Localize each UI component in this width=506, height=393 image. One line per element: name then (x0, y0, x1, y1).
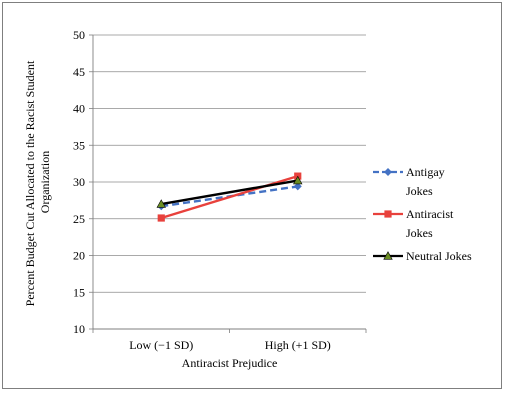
legend: Antigay Jokes Antiracist Jokes Neutral Jokes (373, 165, 472, 263)
legend-label: Antiracist (406, 207, 454, 221)
y-tick-labels: 10 15 20 25 30 35 40 45 50 (73, 28, 85, 336)
chart-frame (2, 2, 502, 389)
y-tick-label: 25 (73, 212, 85, 226)
y-axis-title: Percent Budget Cut Allocated to the Raci… (23, 58, 52, 307)
legend-label: Neutral Jokes (406, 249, 472, 263)
legend-label: Jokes (406, 226, 433, 240)
legend-label: Antigay (406, 165, 445, 179)
data-point (157, 214, 165, 222)
series-line-1 (160, 174, 299, 220)
legend-label: Jokes (406, 184, 433, 198)
x-category-label: Low (−1 SD) (129, 338, 193, 352)
y-tick-label: 30 (73, 175, 85, 189)
y-tick-label: 15 (73, 285, 85, 299)
data-point (293, 175, 303, 185)
legend-marker (383, 251, 393, 260)
y-axis-title-line-1: Percent Budget Cut Allocated to the Raci… (23, 60, 37, 306)
data-point (293, 182, 302, 191)
legend-marker (384, 210, 392, 218)
legend-marker (384, 168, 392, 176)
y-tick-label: 50 (73, 28, 85, 42)
y-tick-label: 40 (73, 102, 85, 116)
series-lines (156, 172, 303, 222)
data-point (156, 199, 166, 208)
y-tick-label: 10 (73, 322, 85, 336)
y-tick-label: 20 (73, 249, 85, 263)
y-axis-title-line-2: Organization (38, 151, 52, 213)
y-tick-label: 45 (73, 65, 85, 79)
series-line-2 (161, 179, 298, 206)
gridlines (93, 34, 366, 293)
x-category-labels: Low (−1 SD) High (+1 SD) (129, 338, 331, 352)
y-tick-label: 35 (73, 138, 85, 152)
axes (89, 34, 367, 333)
x-axis-title: Antiracist Prejudice (182, 356, 278, 370)
x-category-label: High (+1 SD) (265, 338, 331, 352)
